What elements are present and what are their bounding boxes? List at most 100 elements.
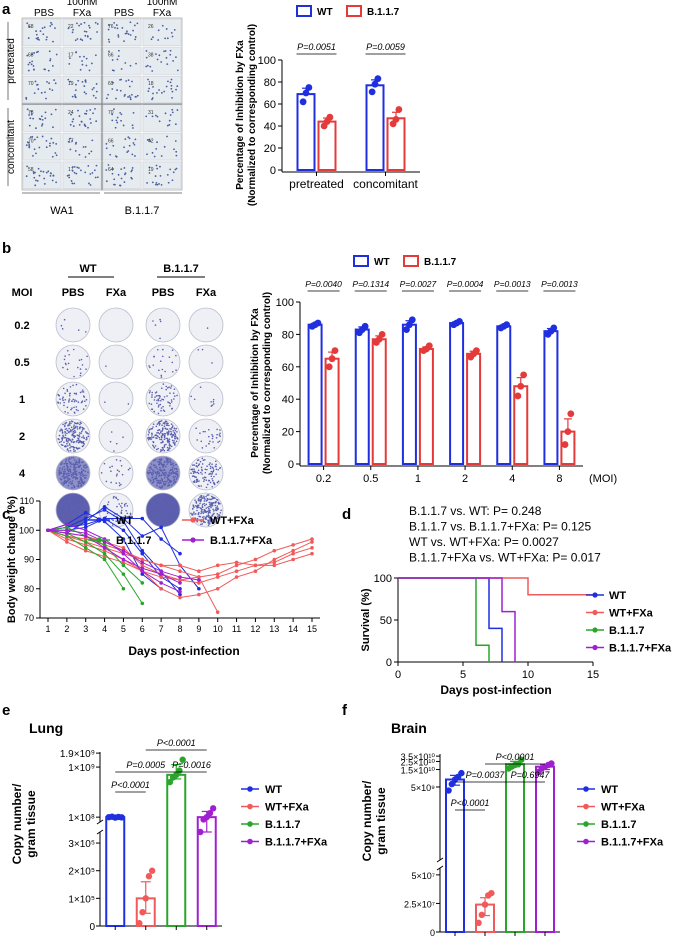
- plaque-dot: [170, 473, 173, 475]
- plaque-dot: [167, 514, 170, 516]
- plaque-dot: [148, 431, 150, 434]
- plaque-dot: [80, 472, 83, 474]
- plaque-dot: [169, 497, 172, 500]
- plaque-dot: [210, 506, 212, 509]
- plaque-dot: [73, 486, 76, 489]
- plaque-dot: [63, 512, 66, 515]
- plaque-dot: [129, 21, 132, 24]
- plaque-dot: [201, 516, 204, 519]
- plaque-dot: [206, 515, 209, 517]
- plaque-dot: [158, 461, 161, 463]
- plaque-dot: [171, 426, 174, 428]
- plaque-dot: [172, 512, 175, 515]
- plaque-dot: [66, 349, 69, 352]
- plaque-dot: [169, 460, 172, 462]
- plaque-dot: [80, 432, 82, 435]
- plaque-dot: [68, 514, 71, 517]
- y-axis-title: gram tissue: [374, 787, 388, 855]
- plaque-dot: [49, 25, 52, 27]
- plaque-dot: [160, 470, 163, 472]
- plaque-dot: [59, 398, 61, 400]
- plaque-dot: [54, 82, 57, 85]
- data-point: [179, 756, 186, 763]
- plaque-dot: [159, 320, 162, 323]
- plaque-dot: [169, 469, 171, 472]
- plaque-dot: [200, 466, 203, 469]
- plaque-dot: [211, 479, 214, 482]
- plaque-dot: [69, 469, 72, 472]
- plaque-dot: [215, 509, 218, 512]
- plaque-dot: [153, 355, 155, 358]
- plaque-dot: [43, 177, 46, 180]
- plaque-dot: [161, 348, 164, 351]
- plaque-dot: [160, 506, 162, 508]
- plaque-dot: [205, 507, 208, 509]
- plaque-dot: [69, 57, 71, 60]
- x-unit: (MOI): [589, 473, 617, 485]
- plaque-dot: [72, 484, 75, 487]
- series-point: [215, 575, 220, 579]
- plaque-dot: [58, 441, 61, 444]
- bar-WT: [496, 325, 512, 465]
- plaque-dot: [62, 519, 64, 522]
- panel-label-c: c: [2, 506, 10, 523]
- plaque-dot: [55, 143, 58, 145]
- y-tick-label: 5×10⁷: [411, 871, 435, 881]
- plaque-dot: [25, 98, 28, 100]
- plaque-dot: [205, 503, 208, 506]
- plaque-dot: [159, 487, 162, 489]
- plaque-dot: [63, 404, 65, 407]
- plaque-dot: [154, 516, 157, 519]
- plaque-dot: [158, 475, 160, 477]
- plaque-dot: [64, 398, 67, 401]
- plaque-dot: [170, 504, 172, 507]
- plaque-dot: [215, 463, 217, 466]
- plaque-dot: [172, 464, 175, 467]
- plaque-dot: [164, 435, 166, 437]
- plaque-dot: [83, 30, 86, 33]
- plaque-dot: [71, 166, 74, 168]
- plaque-dot: [154, 183, 157, 186]
- plaque-dot: [148, 138, 151, 141]
- data-point: [166, 778, 174, 786]
- axis-break: [96, 819, 104, 825]
- plaque-dot: [163, 90, 166, 93]
- y-tick-label: 40: [264, 121, 276, 133]
- plaque-dot: [155, 448, 158, 451]
- plaque-dot: [197, 499, 200, 501]
- plaque-dot: [161, 24, 164, 27]
- plaque-dot: [67, 441, 69, 443]
- plaque-dot: [62, 387, 65, 390]
- plaque-dot: [149, 514, 151, 517]
- series-point: [178, 569, 182, 573]
- plaque-dot: [72, 430, 75, 433]
- plaque-dot: [196, 507, 199, 509]
- plaque-dot: [192, 504, 194, 506]
- plaque-dot: [96, 23, 99, 25]
- plaque-dot: [211, 515, 214, 517]
- plaque-dot: [118, 482, 121, 484]
- plaque-dot: [159, 395, 161, 398]
- series-point: [140, 557, 145, 562]
- plaque-dot: [82, 469, 85, 472]
- plaque-dot: [192, 470, 194, 473]
- series-point: [140, 601, 145, 606]
- x-tick-label: 14: [288, 624, 298, 634]
- plaque-dot: [131, 169, 133, 172]
- plaque-dot: [72, 125, 75, 127]
- series-point: [83, 548, 88, 553]
- plaque-dot: [75, 408, 78, 411]
- well-count: 17: [68, 138, 74, 144]
- plaque-dot: [158, 424, 161, 426]
- p-value: P=0.0059: [366, 42, 405, 52]
- plaque-dot: [68, 353, 70, 356]
- plaque-dot: [41, 135, 44, 138]
- series-point: [291, 557, 295, 562]
- plaque-dot: [129, 34, 132, 36]
- plaque-dot: [164, 520, 166, 523]
- plaque-dot: [75, 494, 77, 497]
- plaque-dot: [203, 521, 206, 523]
- plaque-dot: [209, 503, 211, 506]
- plaque-dot: [215, 473, 217, 476]
- plaque-dot: [87, 432, 90, 435]
